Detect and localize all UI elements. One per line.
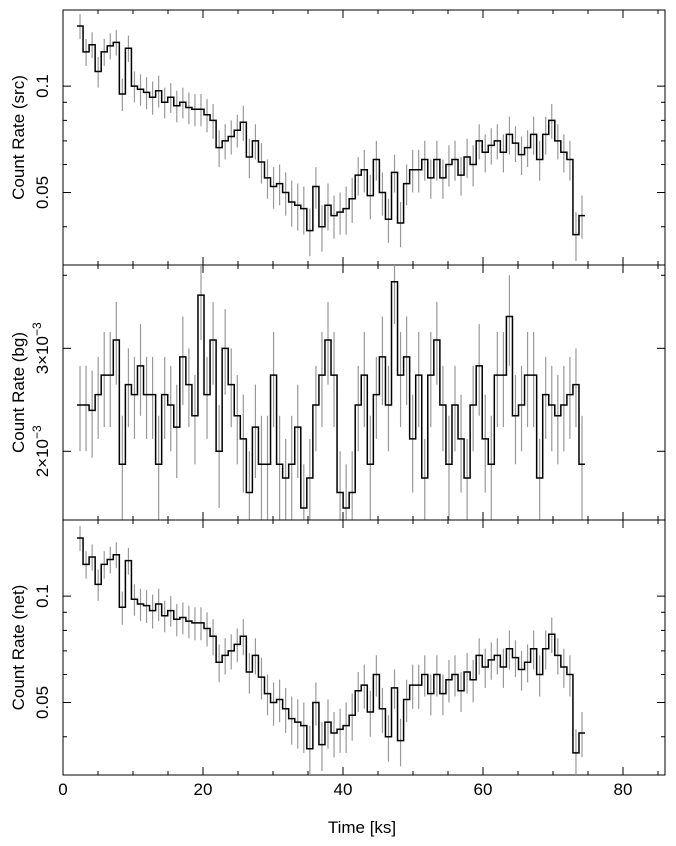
panel-src: 0.05 0.1 Count Rate (src) xyxy=(9,9,666,266)
x-tick-label: 60 xyxy=(474,780,493,799)
panel-frame xyxy=(62,519,666,776)
y-tick-label: 0.05 xyxy=(33,176,52,209)
x-tick-label: 80 xyxy=(614,780,633,799)
x-tick-label: 40 xyxy=(334,780,353,799)
panel-frame xyxy=(62,9,666,266)
series-line-net xyxy=(77,537,586,754)
x-tick-label: 20 xyxy=(194,780,213,799)
x-tick-label: 0 xyxy=(58,780,67,799)
y-tick-label: 0.05 xyxy=(33,686,52,719)
y-tick-label: 2×10−3 xyxy=(30,425,52,477)
series-line-src xyxy=(77,25,586,236)
y-tick-label: 3×10−3 xyxy=(30,322,52,374)
y-axis-label-net: Count Rate (net) xyxy=(9,585,28,711)
y-axis-label-bg: Count Rate (bg) xyxy=(9,332,28,453)
y-axis-label-src: Count Rate (src) xyxy=(9,75,28,200)
y-tick-label: 0.1 xyxy=(33,584,52,608)
x-axis-tick-labels: 0 20 40 60 80 xyxy=(58,780,632,799)
x-axis-label: Time [ks] xyxy=(328,818,396,837)
panel-net: 0.05 0.1 Count Rate (net) xyxy=(9,519,666,776)
y-tick-label: 0.1 xyxy=(33,74,52,98)
series-line-bg xyxy=(77,280,586,509)
